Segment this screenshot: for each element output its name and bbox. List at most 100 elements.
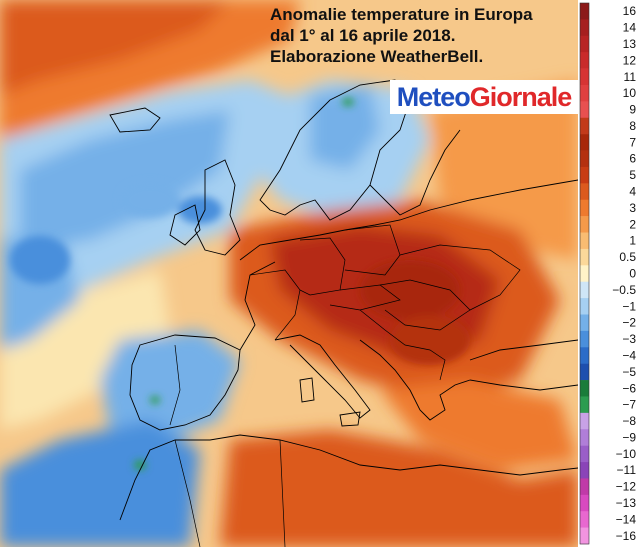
legend-label: 14 (623, 21, 637, 35)
border-iberia (169, 344, 181, 426)
coastlines (109, 79, 578, 521)
map-title: Anomalie temperature in Europa dal 1° al… (270, 4, 580, 67)
coast-scandinavia (259, 79, 411, 221)
warm-north-atlantic-core (0, 0, 230, 95)
legend-label: −3 (622, 332, 636, 346)
legend-swatch (580, 478, 589, 496)
legend-label: −14 (616, 512, 637, 526)
legend-label: 0 (629, 267, 636, 281)
legend-label: −8 (622, 414, 636, 428)
border-balkans (359, 309, 446, 381)
legend-label: −2 (622, 316, 636, 330)
legend-swatch (580, 396, 589, 414)
border-ukraine (399, 244, 521, 311)
logo-part-giornale: Giornale (469, 81, 573, 112)
legend-swatch (580, 52, 589, 69)
cold-north-africa (0, 420, 200, 547)
coast-north-africa (119, 434, 578, 521)
legend-swatch (580, 281, 589, 299)
border-germany (299, 237, 346, 296)
legend-swatch (580, 429, 589, 446)
legend-label: −10 (616, 447, 637, 461)
legend-swatch (580, 166, 589, 184)
legend-label: 2 (629, 217, 636, 231)
cold-west-spot (10, 236, 70, 284)
legend-label: 13 (623, 37, 637, 51)
legend-label: −12 (616, 480, 637, 494)
legend-label: −5 (622, 365, 636, 379)
coast-iberia (129, 334, 241, 431)
legend-label: −1 (622, 299, 636, 313)
legend-label: 8 (629, 119, 636, 133)
legend-swatch (580, 298, 589, 315)
warm-mediterranean-east (380, 380, 578, 470)
legend-label: 0.5 (619, 250, 636, 264)
warm-spot-hungary (360, 260, 460, 320)
legend-swatch (580, 3, 589, 20)
legend-swatch (580, 199, 589, 217)
legend-frame (579, 2, 590, 545)
coast-sicily-sardinia (299, 377, 361, 427)
title-line-2: dal 1° al 16 aprile 2018. (270, 26, 456, 45)
country-borders (169, 224, 521, 547)
legend-swatch (580, 511, 589, 528)
legend-swatch (580, 134, 589, 151)
legend-swatch (580, 216, 589, 233)
legend-label: 9 (629, 103, 636, 117)
legend-label: 11 (624, 70, 637, 84)
legend-swatch (580, 347, 589, 364)
legend-swatch (580, 150, 589, 168)
cold-scandinavia-core (310, 85, 380, 170)
legend-swatch (580, 35, 589, 53)
legend-label: −16 (616, 529, 637, 543)
legend-swatch (580, 19, 589, 37)
green-spot-iberia (150, 396, 160, 404)
legend-label: 16 (623, 4, 637, 18)
legend-label: −9 (622, 430, 636, 444)
legend-label: 4 (629, 185, 636, 199)
legend-label: −7 (622, 398, 636, 412)
legend-swatch (580, 412, 589, 430)
legend-label: −13 (616, 496, 637, 510)
border-czech-austria (329, 284, 401, 311)
legend-swatch (580, 248, 589, 266)
green-spot-norway (342, 98, 354, 106)
legend-label: −4 (622, 348, 636, 362)
legend-swatch (580, 84, 589, 102)
cold-spot-2 (120, 182, 180, 218)
legend-swatch (580, 445, 589, 463)
legend-swatch (580, 232, 589, 250)
color-scale-legend: 16 14 13 12 11 10 9 8 7 6 5 4 3 2 1 0.5 0 −0.5 −1 −2 −3 −4 −5 −… (578, 0, 640, 547)
warm-spot-balkans (390, 315, 470, 365)
title-line-3: Elaborazione WeatherBell. (270, 47, 484, 66)
legend-swatch (580, 330, 589, 348)
legend-label: 12 (623, 53, 637, 67)
legend-label: −11 (617, 463, 637, 477)
legend-swatch (580, 68, 589, 86)
warm-north-africa (220, 430, 578, 547)
legend-label: 5 (629, 168, 636, 182)
legend-swatch (580, 380, 589, 397)
legend-swatch (580, 462, 589, 479)
coast-continent-north (239, 179, 578, 261)
coast-baltic (369, 129, 461, 216)
cold-spot-3 (178, 196, 222, 224)
legend-svg: 16 14 13 12 11 10 9 8 7 6 5 4 3 2 1 0.5 0 −0.5 −1 −2 −3 −4 −5 −… (579, 2, 637, 545)
legend-swatch (580, 494, 589, 512)
legend-swatch (580, 183, 589, 201)
title-line-1: Anomalie temperature in Europa (270, 5, 533, 24)
meteogiornale-logo: Meteo Giornale (390, 80, 578, 114)
legend-label: 1 (629, 234, 636, 248)
coast-balkans-greece (359, 339, 471, 421)
logo-part-meteo: Meteo (396, 81, 471, 112)
legend-label: 6 (629, 152, 636, 166)
legend-swatch (580, 363, 589, 381)
cold-atlantic-core (20, 110, 230, 250)
border-maghreb (174, 439, 286, 547)
coast-british-isles (169, 159, 241, 256)
coast-turkey (469, 339, 578, 391)
legend-label: −6 (622, 381, 636, 395)
legend-swatch (580, 265, 589, 282)
legend-label: 3 (629, 201, 636, 215)
legend-swatch (580, 101, 589, 119)
